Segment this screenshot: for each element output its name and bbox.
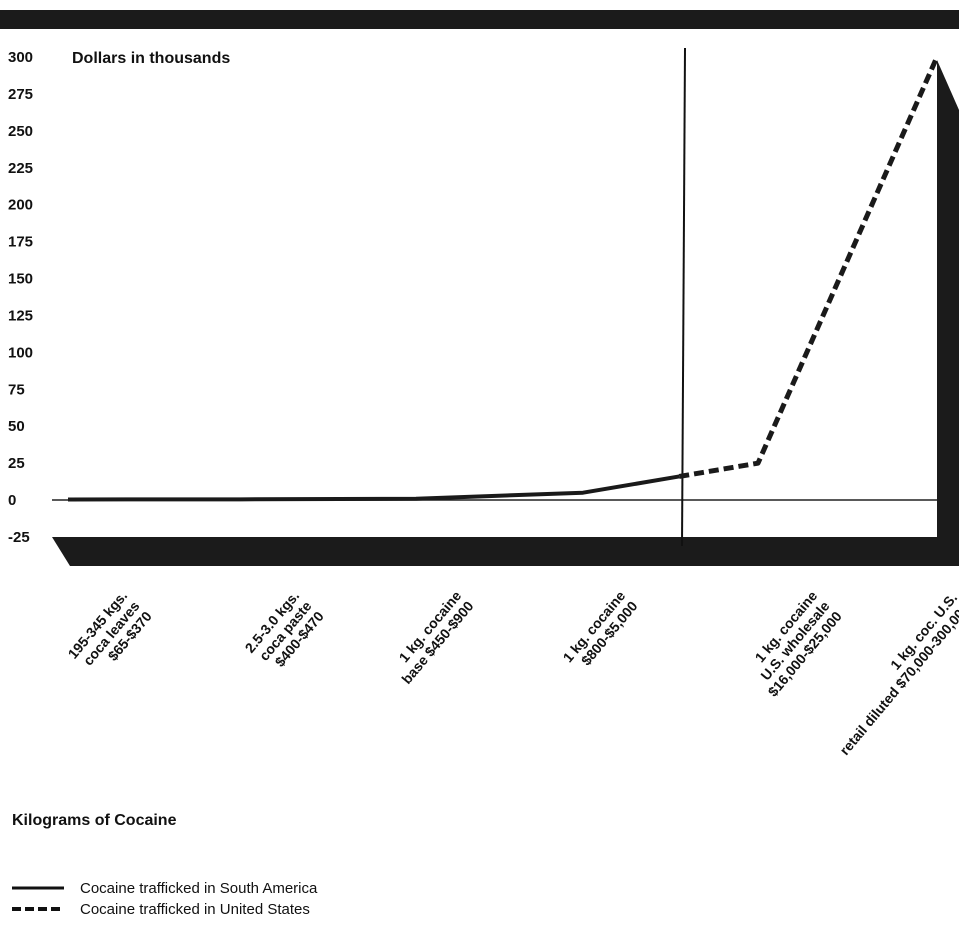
series-line-united-states [678, 55, 940, 479]
bottom-border-band [52, 537, 959, 566]
y-tick-label: 100 [8, 344, 33, 361]
legend-dashed-line-icon [12, 907, 64, 911]
legend-item-united-states: Cocaine trafficked in United States [10, 899, 310, 919]
x-tick-label: 1 kg. coc. U.S.retail diluted $70,000-30… [836, 590, 959, 758]
top-border-band [0, 10, 959, 29]
series-line-south-america [67, 474, 680, 502]
legend-label-united-states: Cocaine trafficked in United States [80, 900, 310, 918]
y-axis-label: Dollars in thousands [72, 50, 230, 67]
x-tick-label-line: retail diluted $70,000-300,000 [836, 600, 959, 758]
legend-solid-line-icon [12, 886, 64, 890]
y-tick-label: 125 [8, 307, 33, 324]
y-tick-label: -25 [8, 529, 30, 546]
y-tick-label: 250 [8, 123, 33, 140]
x-tick-labels: 195-345 kgs.coca leaves$65-$370 2.5-3.0 k… [64, 587, 959, 758]
y-tick-label: 50 [8, 418, 25, 435]
region-divider-line [681, 47, 686, 547]
y-tick-label: 175 [8, 234, 33, 251]
legend-label-south-america: Cocaine trafficked in South America [80, 879, 318, 897]
y-tick-label: 75 [8, 381, 25, 398]
x-axis-label: Kilograms of Cocaine [12, 812, 177, 829]
y-tick-label: 25 [8, 455, 25, 472]
cocaine-price-chart: Dollars in thousands 3002752502252001751… [0, 10, 959, 758]
legend-item-south-america: Cocaine trafficked in South America [10, 878, 317, 898]
x-tick-label: 1 kg. cocaine$800-$5,000 [560, 587, 641, 668]
y-tick-label: 275 [8, 86, 33, 103]
x-tick-label: 195-345 kgs.coca leaves$65-$370 [64, 588, 154, 669]
series-layer [67, 55, 940, 502]
y-tick-label: 0 [8, 492, 16, 509]
y-tick-label: 150 [8, 271, 33, 288]
y-tick-label: 225 [8, 160, 33, 177]
right-border-band [937, 60, 959, 565]
y-tick-label: 300 [8, 49, 33, 66]
x-tick-label: 2.5-3.0 kgs.coca paste$400-$470 [242, 588, 327, 670]
y-tick-label: 200 [8, 197, 33, 214]
